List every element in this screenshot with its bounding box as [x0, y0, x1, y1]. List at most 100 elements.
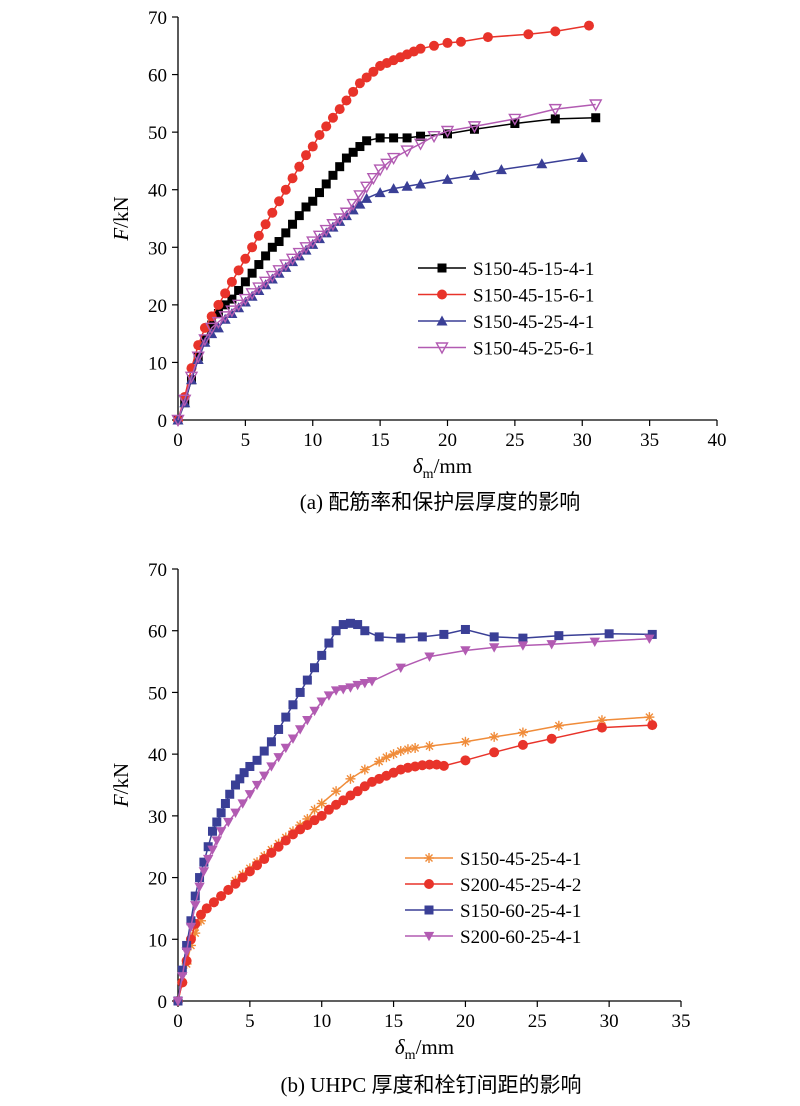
data-point [517, 641, 529, 651]
data-point [178, 394, 192, 407]
data-point [460, 736, 471, 747]
x-axis-symbol: δ [413, 454, 424, 478]
data-point [265, 270, 280, 284]
x-tick-label: 10 [312, 1011, 331, 1032]
x-tick-label: 35 [672, 1011, 691, 1032]
data-point [424, 741, 435, 752]
data-point [338, 620, 348, 630]
data-point [226, 276, 237, 287]
x-axis-subscript: m [423, 467, 434, 482]
data-point [415, 43, 426, 54]
legend-marker [424, 879, 434, 889]
x-tick-label: 15 [384, 1011, 403, 1032]
data-point [354, 198, 366, 209]
data-point [644, 634, 655, 644]
data-point [359, 764, 370, 775]
y-axis-symbol: F [109, 228, 133, 242]
data-point [280, 835, 291, 846]
data-point [442, 173, 453, 184]
data-point [380, 158, 394, 171]
data-point [254, 260, 264, 270]
data-point [442, 37, 453, 48]
data-point [439, 629, 449, 639]
x-tick-label: 5 [245, 1011, 255, 1032]
data-point [281, 228, 291, 238]
data-point [327, 112, 338, 123]
data-point [206, 311, 217, 322]
data-point [172, 996, 184, 1007]
legend-label: S150-45-15-4-1 [473, 259, 594, 280]
data-point [316, 798, 327, 809]
data-point [186, 916, 196, 926]
data-point [417, 632, 427, 642]
data-point [460, 624, 470, 634]
data-point [184, 371, 199, 384]
data-point [546, 733, 557, 744]
data-point [553, 720, 564, 731]
data-point [195, 873, 205, 883]
data-point [211, 836, 223, 846]
data-point [576, 151, 588, 162]
data-point [191, 351, 205, 364]
legend-label: S150-60-25-4-1 [460, 901, 581, 922]
data-point [253, 230, 264, 241]
data-point [245, 288, 259, 301]
data-point [244, 790, 256, 800]
x-tick-label: 30 [573, 430, 592, 451]
data-point [338, 685, 349, 695]
data-point [179, 397, 191, 408]
y-tick-label: 20 [148, 869, 167, 890]
data-point [302, 675, 312, 685]
data-point [589, 637, 600, 648]
y-axis-unit: /kN [109, 763, 133, 795]
series-S150-45-25-6-1 [171, 99, 603, 427]
x-axis-unit: /mm [434, 454, 473, 478]
series-S200-60-25-4-1 [172, 634, 655, 1007]
data-point [402, 133, 412, 143]
legend-label: S150-45-25-6-1 [473, 339, 594, 360]
data-point [245, 761, 255, 771]
data-point [323, 804, 334, 815]
data-point [220, 799, 230, 809]
legend-marker [436, 315, 448, 326]
data-point [239, 768, 249, 778]
data-point [386, 152, 401, 166]
data-point [374, 756, 385, 767]
legend-marker [424, 853, 434, 863]
data-point [346, 198, 360, 212]
data-point [546, 640, 557, 650]
data-point [225, 305, 239, 318]
data-point [193, 340, 204, 351]
data-point [488, 643, 500, 653]
data-point [295, 824, 306, 835]
legend-marker [435, 342, 449, 355]
data-point [317, 650, 327, 660]
data-point [359, 181, 374, 194]
data-point [272, 265, 286, 278]
data-point [181, 947, 192, 957]
data-point [266, 737, 276, 747]
data-point [550, 114, 560, 124]
data-point [339, 207, 354, 220]
data-point [455, 36, 466, 47]
legend-label: S150-45-25-4-1 [460, 849, 581, 870]
data-point [218, 311, 232, 324]
legend-entry: S150-45-25-4-1 [405, 849, 581, 870]
data-point [237, 872, 248, 883]
data-point [259, 854, 270, 865]
data-point [374, 187, 386, 198]
data-point [247, 242, 258, 253]
data-point [335, 162, 345, 172]
data-point [199, 336, 211, 347]
x-tick-label: 15 [371, 430, 390, 451]
data-point [517, 739, 528, 750]
data-point [287, 734, 299, 744]
data-point [309, 706, 320, 717]
data-point [230, 808, 241, 818]
data-point [213, 308, 223, 318]
data-point [294, 725, 306, 735]
data-point [261, 251, 271, 261]
legend-marker [423, 931, 435, 942]
x-tick-label: 25 [528, 1011, 547, 1032]
